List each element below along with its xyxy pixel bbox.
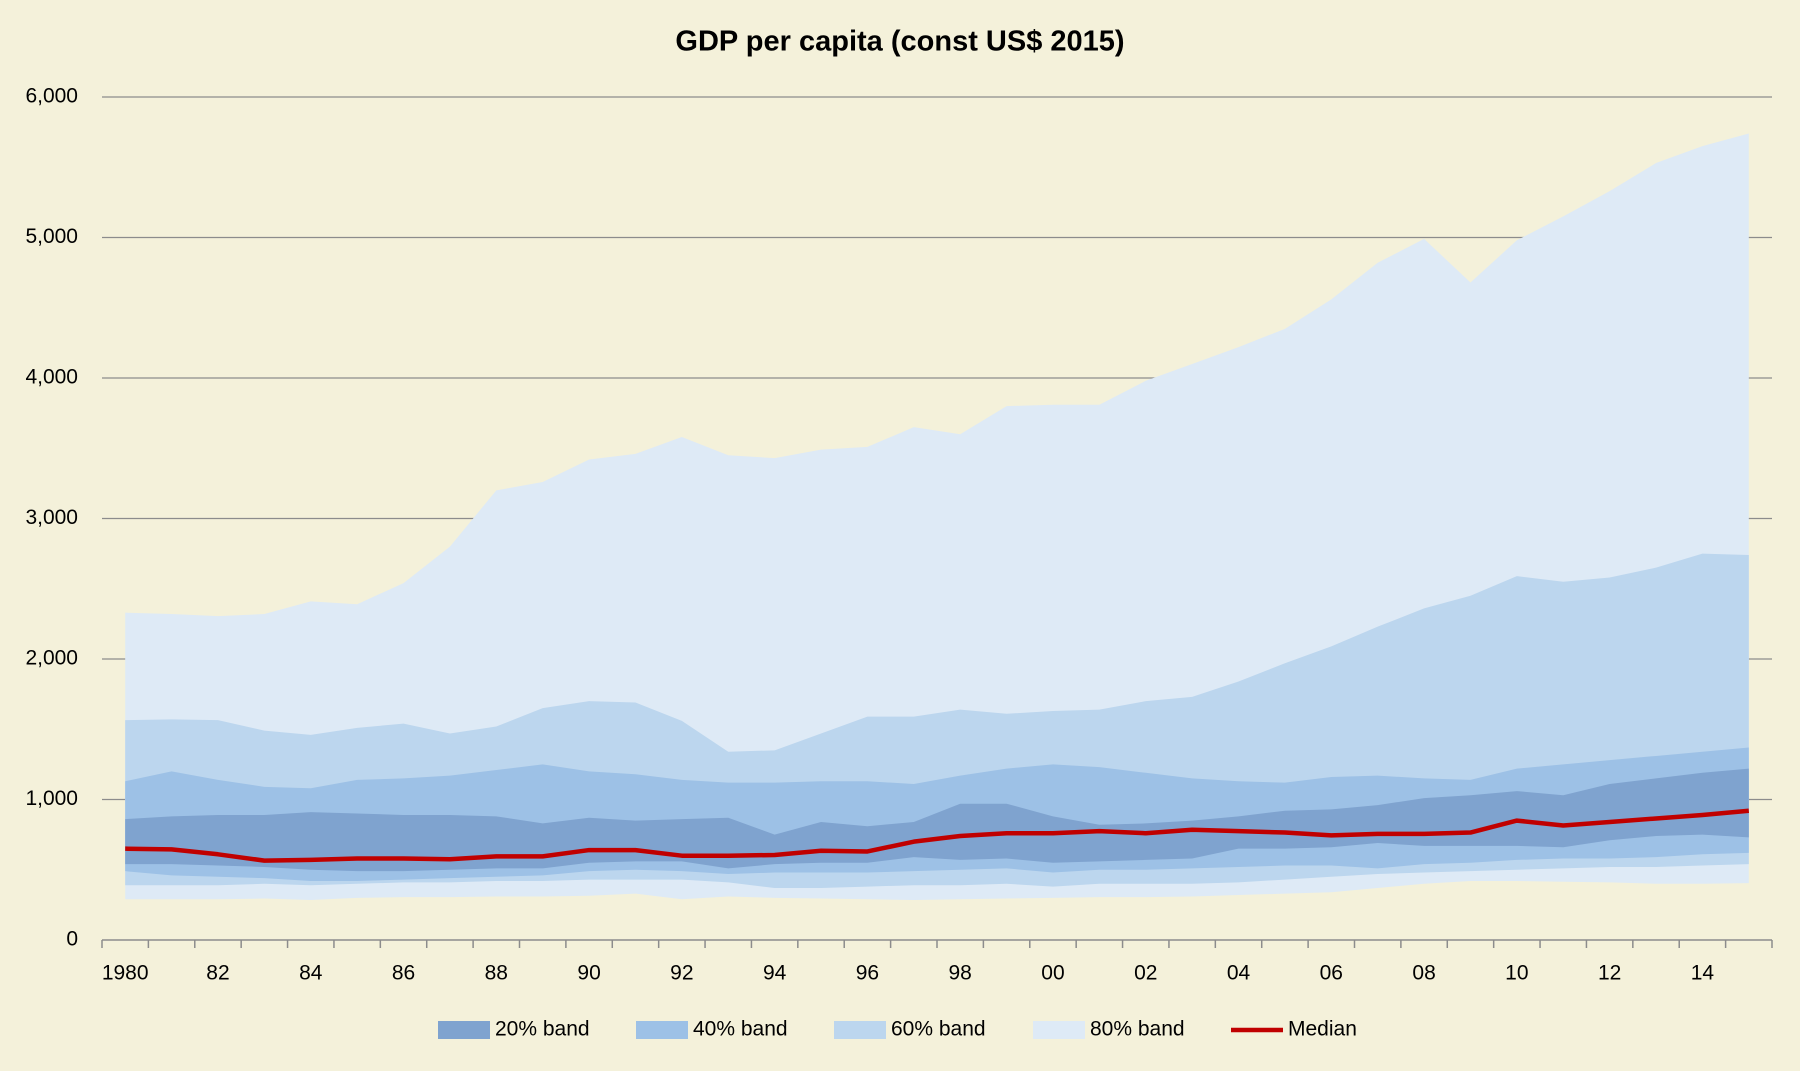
y-tick-label: 1,000 [25,787,78,810]
x-tick-label: 94 [763,962,787,985]
y-tick-label: 0 [66,928,78,951]
x-tick-label: 02 [1134,962,1157,985]
legend-label: 80% band [1090,1018,1185,1041]
x-tick-label: 92 [670,962,693,985]
x-tick-label: 90 [577,962,600,985]
median-line [125,808,1750,863]
x-tick-label: 10 [1505,962,1528,985]
legend-label: 60% band [891,1018,986,1041]
x-tick-label: 04 [1227,962,1251,985]
legend-swatch [1033,1021,1085,1039]
y-tick-label: 3,000 [25,506,78,529]
chart-title: GDP per capita (const US$ 2015) [675,26,1124,58]
legend-swatch [834,1021,886,1039]
legend-swatch [438,1021,490,1039]
x-tick-label: 86 [392,962,415,985]
legend-label: 20% band [495,1018,590,1041]
band-area [125,768,1749,872]
x-tick-label: 98 [949,962,972,985]
y-tick-label: 6,000 [25,85,78,108]
x-tick-label: 96 [856,962,879,985]
x-tick-label: 82 [206,962,229,985]
x-tick-label: 00 [1041,962,1064,985]
y-tick-label: 2,000 [25,647,78,670]
legend-label: 40% band [693,1018,788,1041]
x-tick-label: 88 [485,962,508,985]
x-tick-label: 06 [1320,962,1343,985]
y-tick-label: 5,000 [25,225,78,248]
x-tick-label: 84 [299,962,323,985]
y-tick-label: 4,000 [25,366,78,389]
x-tick-label: 1980 [102,962,149,985]
legend-swatch [636,1021,688,1039]
x-tick-label: 12 [1598,962,1621,985]
x-tick-label: 08 [1412,962,1435,985]
legend-label: Median [1288,1018,1357,1041]
x-tick-label: 14 [1691,962,1715,985]
